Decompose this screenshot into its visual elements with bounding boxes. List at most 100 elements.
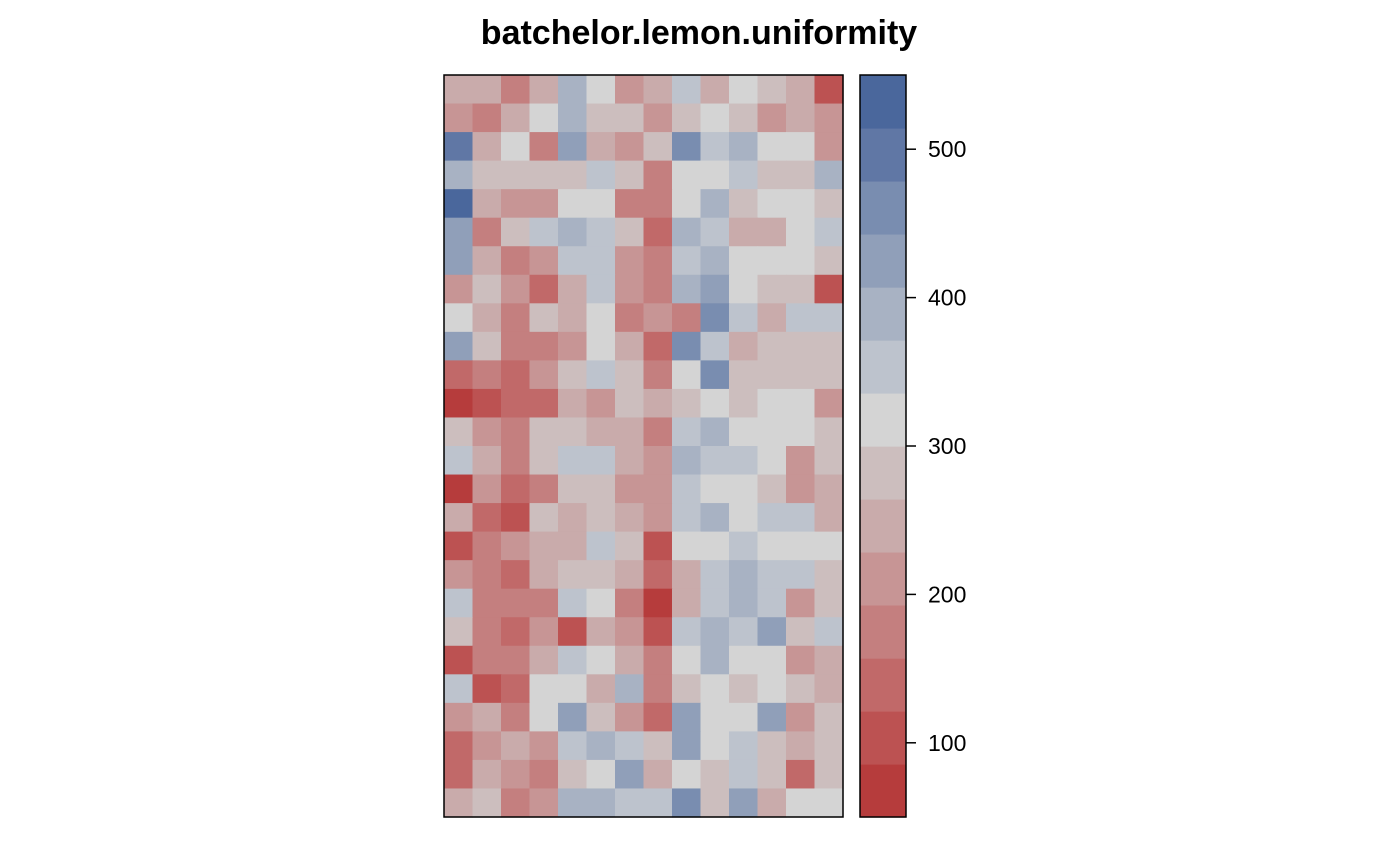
heatmap-cell: [558, 788, 588, 818]
heatmap-cell: [529, 446, 559, 476]
heatmap-cell: [643, 674, 673, 704]
heatmap-cell: [814, 446, 844, 476]
heatmap-cell: [643, 303, 673, 333]
heatmap-cell: [586, 360, 616, 390]
heatmap-cell: [729, 503, 759, 533]
heatmap-cell: [529, 388, 559, 419]
heatmap-cell: [757, 759, 787, 790]
heatmap-cell: [472, 331, 502, 361]
heatmap-cell: [729, 132, 759, 162]
heatmap-cell: [814, 103, 844, 133]
heatmap-cell: [529, 303, 559, 333]
heatmap-cell: [529, 759, 559, 790]
heatmap-cell: [501, 360, 531, 390]
heatmap-cell: [643, 531, 673, 561]
heatmap-cell: [814, 217, 844, 247]
heatmap-cell: [501, 674, 531, 704]
heatmap-cell: [672, 446, 702, 476]
legend-color-band: [860, 604, 906, 659]
heatmap-cell: [729, 246, 759, 276]
heatmap-cell: [786, 674, 816, 704]
heatmap-cell: [643, 160, 673, 190]
heatmap-cell: [729, 75, 759, 105]
heatmap-cell: [700, 474, 730, 504]
heatmap-cell: [786, 160, 816, 190]
heatmap-cell: [558, 132, 588, 162]
heatmap-cell: [444, 75, 474, 105]
heatmap-cell: [643, 503, 673, 533]
heatmap-cell: [472, 531, 502, 561]
heatmap-cell: [558, 731, 588, 761]
heatmap-cell: [586, 560, 616, 590]
legend-tick-label: 200: [928, 581, 966, 607]
heatmap-cell: [786, 731, 816, 761]
heatmap-cell: [643, 474, 673, 504]
heatmap-cell: [729, 702, 759, 732]
heatmap-cell: [586, 531, 616, 561]
heatmap-cell: [786, 303, 816, 333]
heatmap-cell: [786, 360, 816, 390]
heatmap-cell: [615, 645, 645, 675]
heatmap-cell: [444, 702, 474, 732]
heatmap-cell: [472, 132, 502, 162]
heatmap-cell: [643, 217, 673, 247]
heatmap-cell: [757, 331, 787, 361]
heatmap-cell: [586, 75, 616, 105]
heatmap-cell: [586, 702, 616, 732]
heatmap-cell: [729, 674, 759, 704]
heatmap-cell: [643, 331, 673, 361]
heatmap-cell: [615, 674, 645, 704]
heatmap-cell: [615, 360, 645, 390]
heatmap-cell: [529, 132, 559, 162]
heatmap-cell: [700, 417, 730, 447]
heatmap-cell: [786, 246, 816, 276]
heatmap-cell: [472, 474, 502, 504]
heatmap-cell: [615, 160, 645, 190]
heatmap-cell: [558, 645, 588, 675]
heatmap-cell: [814, 474, 844, 504]
heatmap-cell: [786, 103, 816, 133]
legend-color-band: [860, 287, 906, 341]
heatmap-cell: [643, 645, 673, 675]
heatmap-cell: [729, 417, 759, 447]
heatmap-cell: [700, 645, 730, 675]
heatmap-cell: [672, 417, 702, 447]
heatmap-cell: [444, 588, 474, 618]
heatmap-cell: [643, 731, 673, 761]
legend-tick-label: 400: [928, 285, 966, 311]
heatmap-cell: [472, 388, 502, 419]
color-legend-axis: 100 200 300 400 500: [906, 136, 966, 756]
heatmap-cell: [814, 360, 844, 390]
heatmap-cell: [444, 417, 474, 447]
heatmap-cell: [729, 217, 759, 247]
heatmap-cell: [729, 788, 759, 818]
legend-color-band: [860, 127, 906, 182]
heatmap-cell: [586, 674, 616, 704]
heatmap-cell: [814, 531, 844, 561]
chart-title: batchelor.lemon.uniformity: [481, 14, 917, 52]
heatmap-cell: [444, 759, 474, 790]
heatmap-cell: [700, 759, 730, 790]
legend-color-band: [860, 75, 906, 129]
heatmap-cell: [814, 132, 844, 162]
heatmap-cell: [786, 274, 816, 304]
heatmap-cell: [501, 588, 531, 618]
heatmap-cell: [814, 759, 844, 790]
heatmap-cell: [558, 759, 588, 790]
heatmap-cell: [529, 731, 559, 761]
heatmap-cell: [700, 560, 730, 590]
heatmap-cell: [672, 731, 702, 761]
heatmap-cell: [729, 617, 759, 647]
heatmap-cell: [558, 246, 588, 276]
heatmap-cell: [814, 303, 844, 333]
heatmap-cell: [700, 217, 730, 247]
heatmap-cell: [700, 75, 730, 105]
heatmap-cell: [786, 331, 816, 361]
heatmap-cell: [672, 702, 702, 732]
heatmap-cell: [558, 417, 588, 447]
heatmap-cell: [529, 560, 559, 590]
heatmap-cell: [615, 560, 645, 590]
heatmap-cell: [757, 588, 787, 618]
heatmap-cell: [501, 303, 531, 333]
heatmap-cell: [757, 160, 787, 190]
